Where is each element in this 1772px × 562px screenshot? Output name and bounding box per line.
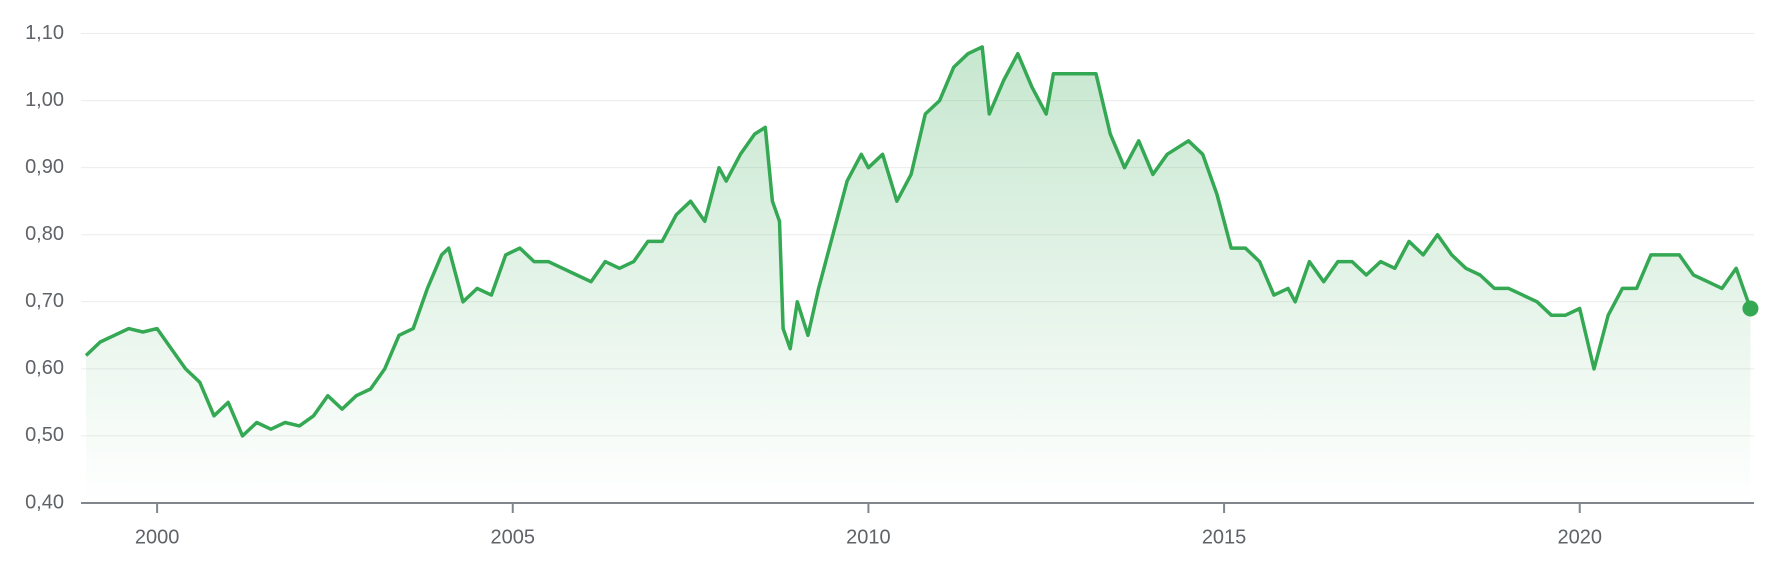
y-tick-label: 0,50 <box>25 424 64 446</box>
x-tick-label: 2020 <box>1557 526 1602 548</box>
y-tick-label: 0,60 <box>25 357 64 379</box>
y-tick-label: 0,80 <box>25 223 64 245</box>
line <box>84 45 1753 438</box>
x-tick-label: 2005 <box>491 526 536 548</box>
y-tick-label: 1,00 <box>25 89 64 111</box>
y-tick-label: 0,40 <box>25 491 64 513</box>
end-point <box>1742 300 1759 317</box>
y-tick-label: 0,70 <box>25 290 64 312</box>
y-tick-label: 0,90 <box>25 156 64 178</box>
x-tick-label: 2015 <box>1202 526 1247 548</box>
x-tick-label: 2000 <box>135 526 180 548</box>
x-tick-label: 2010 <box>846 526 891 548</box>
area <box>86 46 1751 504</box>
y-tick-label: 1,10 <box>25 22 64 44</box>
